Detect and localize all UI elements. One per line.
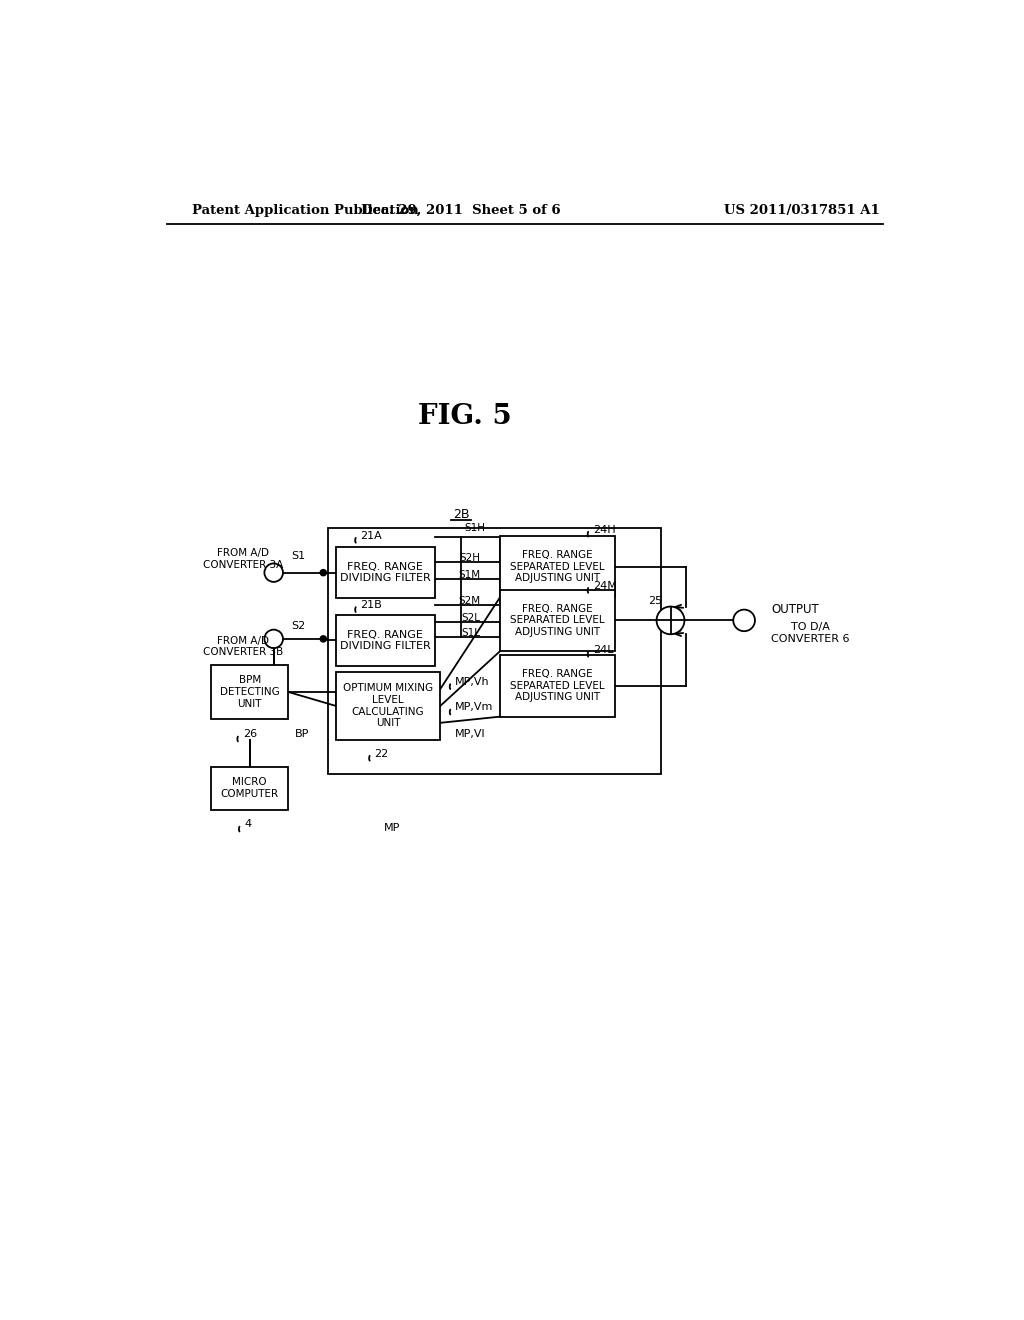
Text: 24M: 24M [593,581,616,591]
Text: S1: S1 [291,552,305,561]
Text: 24H: 24H [593,524,615,535]
Text: FROM A/D
CONVERTER 3A: FROM A/D CONVERTER 3A [203,548,283,570]
Text: S2: S2 [291,620,305,631]
Circle shape [733,610,755,631]
Circle shape [321,636,327,642]
Text: FIG. 5: FIG. 5 [418,403,512,430]
Text: 22: 22 [375,748,389,759]
Text: BP: BP [295,730,309,739]
Text: S1L: S1L [462,628,480,639]
Bar [336,548,435,598]
Bar [328,528,662,775]
Text: Dec. 29, 2011  Sheet 5 of 6: Dec. 29, 2011 Sheet 5 of 6 [361,205,561,218]
Text: FREQ. RANGE
SEPARATED LEVEL
ADJUSTING UNIT: FREQ. RANGE SEPARATED LEVEL ADJUSTING UN… [510,603,604,638]
Bar [500,590,614,651]
Circle shape [656,607,684,635]
Bar [500,655,614,717]
Text: US 2011/0317851 A1: US 2011/0317851 A1 [724,205,880,218]
Bar [211,767,289,810]
Circle shape [321,570,327,576]
Text: 2B: 2B [453,508,469,520]
Bar [500,536,614,597]
Circle shape [264,564,283,582]
Text: 21A: 21A [360,531,382,541]
Text: FREQ. RANGE
DIVIDING FILTER: FREQ. RANGE DIVIDING FILTER [340,630,431,651]
Text: FREQ. RANGE
SEPARATED LEVEL
ADJUSTING UNIT: FREQ. RANGE SEPARATED LEVEL ADJUSTING UN… [510,550,604,583]
Bar [336,615,435,665]
Text: MP,Vl: MP,Vl [455,730,485,739]
Text: Patent Application Publication: Patent Application Publication [191,205,418,218]
Bar [211,665,289,719]
Text: 24L: 24L [593,644,613,655]
Text: 25: 25 [648,597,663,606]
Bar [336,672,440,739]
Text: S2M: S2M [459,597,480,606]
Text: 21B: 21B [360,601,382,610]
Text: MP: MP [384,824,400,833]
Text: S2L: S2L [462,612,480,623]
Circle shape [264,630,283,648]
Text: S2H: S2H [460,553,480,564]
Text: S1H: S1H [464,523,485,533]
Text: BPM
DETECTING
UNIT: BPM DETECTING UNIT [220,676,280,709]
Text: OUTPUT: OUTPUT [771,603,819,616]
Text: TO D/A
CONVERTER 6: TO D/A CONVERTER 6 [771,622,850,644]
Text: S1M: S1M [459,570,480,579]
Text: MP,Vh: MP,Vh [455,677,489,686]
Text: 4: 4 [245,820,251,829]
Text: FREQ. RANGE
SEPARATED LEVEL
ADJUSTING UNIT: FREQ. RANGE SEPARATED LEVEL ADJUSTING UN… [510,669,604,702]
Text: MP,Vm: MP,Vm [455,702,494,713]
Text: FROM A/D
CONVERTER 3B: FROM A/D CONVERTER 3B [203,636,283,657]
Text: MICRO
COMPUTER: MICRO COMPUTER [220,777,279,799]
Text: FREQ. RANGE
DIVIDING FILTER: FREQ. RANGE DIVIDING FILTER [340,562,431,583]
Text: OPTIMUM MIXING
LEVEL
CALCULATING
UNIT: OPTIMUM MIXING LEVEL CALCULATING UNIT [343,684,433,729]
Text: 26: 26 [243,730,257,739]
